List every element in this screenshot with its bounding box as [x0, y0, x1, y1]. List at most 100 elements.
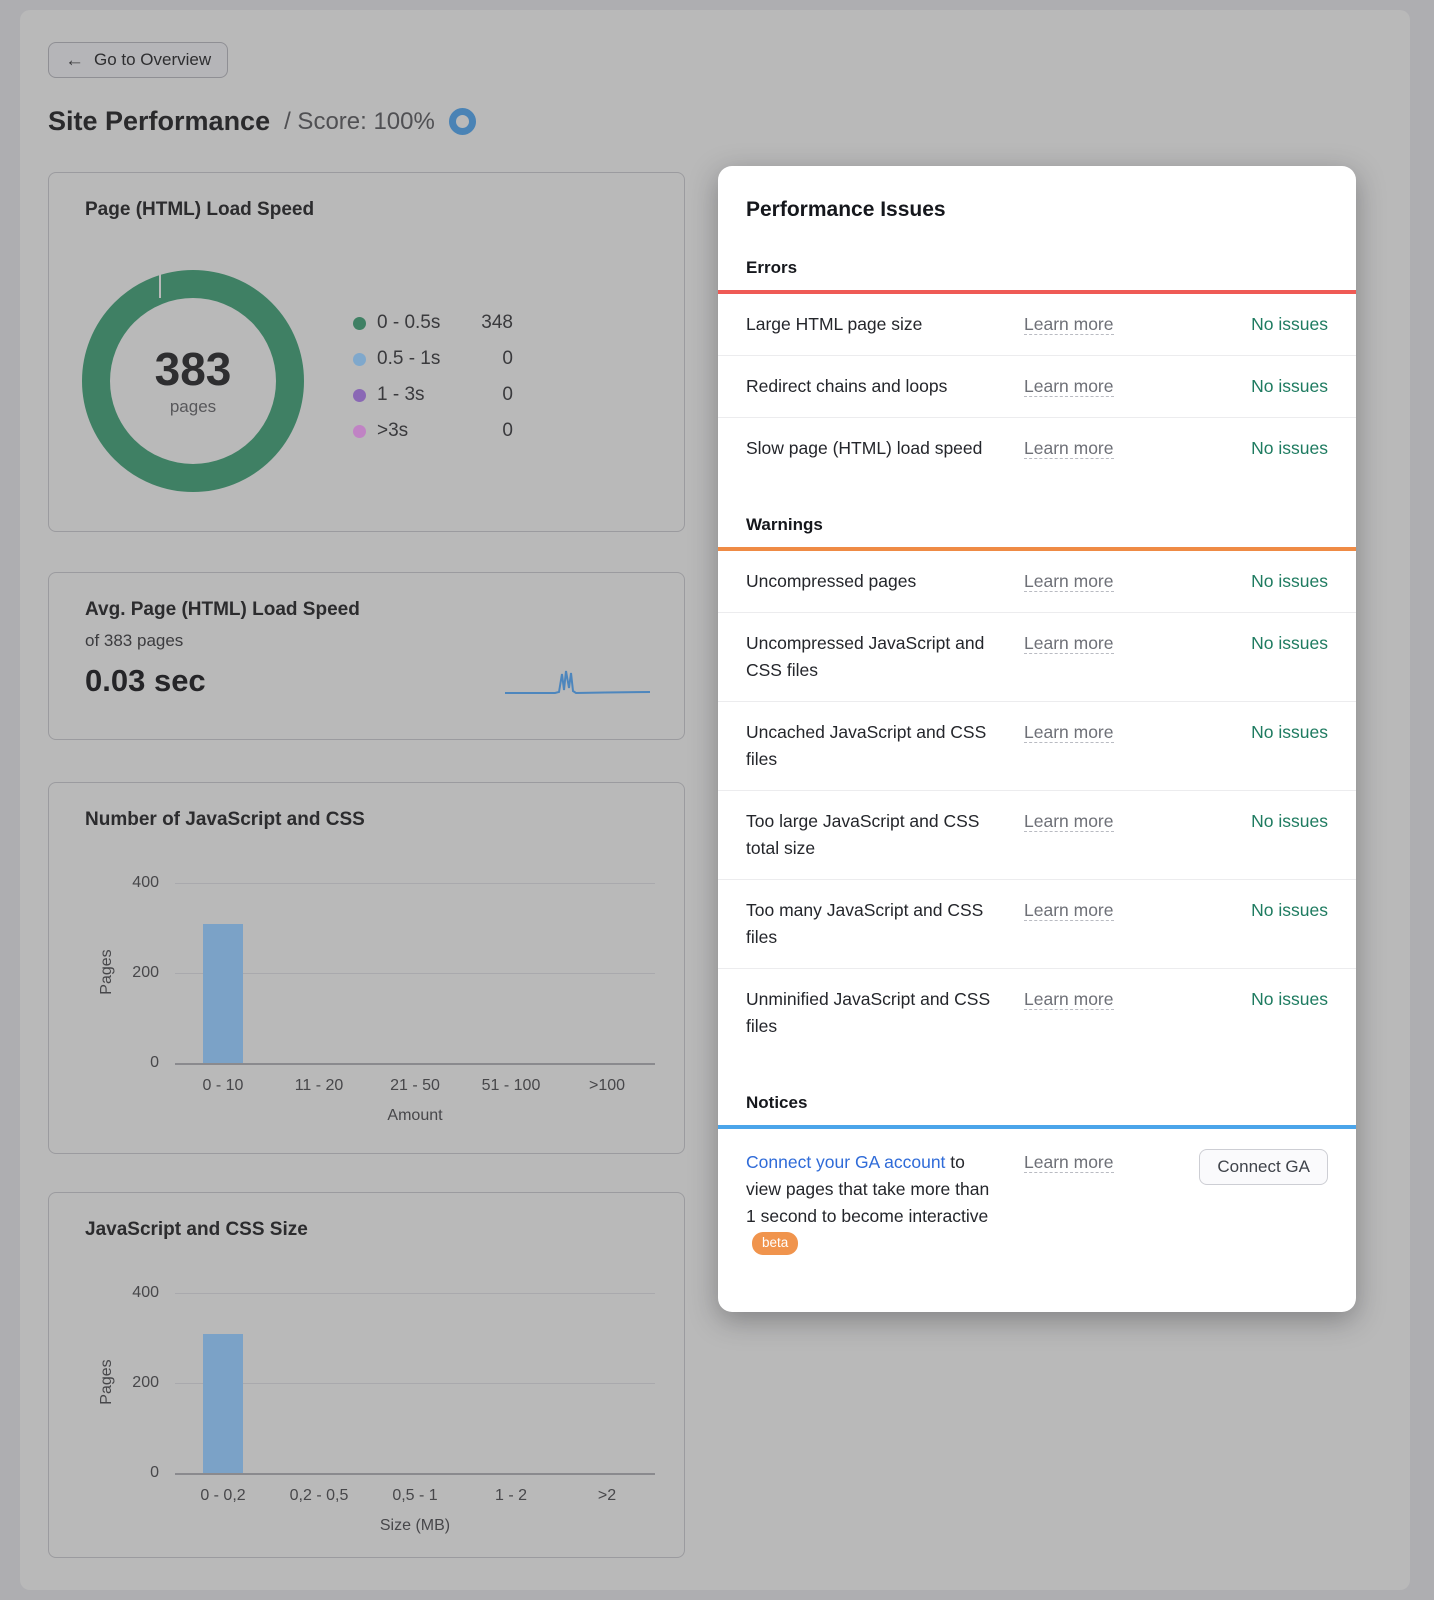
y-axis-tick: 400 — [132, 1284, 159, 1301]
legend-label: 1 - 3s — [377, 384, 425, 405]
avg-card-subtitle: of 383 pages — [85, 631, 184, 650]
js-css-size-card: JavaScript and CSS Size 0 200 400 Pages 0 - … — [48, 1192, 685, 1558]
learn-more-link[interactable]: Learn more — [1024, 811, 1114, 832]
issue-status: No issues — [1251, 314, 1328, 334]
learn-more-col: Learn more — [1024, 719, 1184, 746]
legend-dot-icon — [353, 316, 366, 330]
legend-value: 0 — [502, 348, 513, 369]
beta-badge: beta — [752, 1232, 799, 1255]
section-rows: Connect your GA account to view pages th… — [718, 1129, 1356, 1274]
legend-item: 0.5 - 1s 0 — [353, 341, 513, 377]
learn-more-col: Learn more — [1024, 373, 1184, 400]
x-axis-tick: 0 - 10 — [202, 1077, 244, 1094]
gridline — [175, 883, 655, 884]
issue-label: Uncached JavaScript and CSS files — [746, 722, 987, 769]
issue-sections: Errors Large HTML page size Learn more No i… — [718, 258, 1356, 1274]
gridline — [175, 1473, 655, 1475]
js-css-size-bar-chart: 0 200 400 Pages 0 - 0,2 0,2 - 0,5 0,5 - 1 1 - 2… — [49, 1193, 684, 1557]
legend-dot-icon — [353, 424, 366, 438]
learn-more-col: Learn more — [1024, 897, 1184, 924]
issue-status: No issues — [1251, 722, 1328, 742]
issue-status: No issues — [1251, 989, 1328, 1009]
connect-ga-link[interactable]: Connect your GA account — [746, 1152, 946, 1172]
legend-item: 1 - 3s 0 — [353, 377, 513, 413]
issue-row: Slow page (HTML) load speed Learn more No … — [718, 417, 1356, 479]
gridline — [175, 1383, 655, 1384]
legend-dot-icon — [353, 388, 366, 402]
go-to-overview-button[interactable]: ← Go to Overview — [48, 42, 229, 78]
donut-slice-divider — [159, 271, 161, 298]
y-axis-tick: 200 — [132, 964, 159, 981]
panel-title: Performance Issues — [746, 198, 946, 221]
y-axis-label: Pages — [98, 1359, 115, 1405]
issue-label: Redirect chains and loops — [746, 376, 948, 396]
learn-more-col: Learn more — [1024, 986, 1184, 1013]
page-title: Site Performance — [48, 106, 271, 136]
learn-more-col: Learn more — [1024, 1149, 1184, 1176]
y-axis-label: Pages — [98, 949, 115, 995]
load-speed-legend: 0 - 0.5s 348 0.5 - 1s 0 1 - 3s 0 >3s 0 — [353, 305, 513, 449]
learn-more-link[interactable]: Learn more — [1024, 376, 1114, 397]
section-underline — [718, 547, 1356, 551]
x-axis-tick: 1 - 2 — [494, 1487, 527, 1504]
donut-total-unit: pages — [169, 396, 217, 416]
issue-status: No issues — [1251, 438, 1328, 458]
notice-row: Connect your GA account to view pages th… — [718, 1129, 1356, 1274]
page-header: Site Performance / Score: 100% — [48, 106, 476, 137]
learn-more-col: Learn more — [1024, 808, 1184, 835]
js-css-count-bar-chart: 0 200 400 Pages 0 - 10 11 - 20 21 - 50 51 - 100… — [49, 783, 684, 1153]
x-axis-tick: 51 - 100 — [481, 1077, 541, 1094]
card-title: Page (HTML) Load Speed — [85, 199, 315, 220]
learn-more-link[interactable]: Learn more — [1024, 722, 1114, 743]
bar — [203, 923, 243, 1063]
issue-label: Too many JavaScript and CSS files — [746, 900, 984, 947]
score-ring-icon — [448, 108, 476, 135]
learn-more-link[interactable]: Learn more — [1024, 314, 1114, 335]
x-axis-tick: 0,2 - 0,5 — [289, 1487, 349, 1504]
x-axis-title: Amount — [387, 1107, 443, 1124]
learn-more-link[interactable]: Learn more — [1024, 633, 1114, 654]
learn-more-link[interactable]: Learn more — [1024, 438, 1114, 459]
x-axis-title: Size (MB) — [379, 1517, 451, 1534]
learn-more-link[interactable]: Learn more — [1024, 571, 1114, 592]
connect-ga-button[interactable]: Connect GA — [1199, 1149, 1328, 1185]
learn-more-link[interactable]: Learn more — [1024, 900, 1114, 921]
issue-label: Unminified JavaScript and CSS files — [746, 989, 991, 1036]
issue-label: Slow page (HTML) load speed — [746, 438, 983, 458]
y-axis-tick: 200 — [132, 1374, 159, 1391]
button-col: Connect GA — [1184, 1149, 1328, 1185]
avg-load-speed-value: 0.03 sec — [85, 663, 206, 698]
performance-issues-panel: Performance Issues Errors Large HTML page… — [718, 166, 1356, 1312]
js-css-count-card: Number of JavaScript and CSS 0 200 400 Page… — [48, 782, 685, 1154]
legend-value: 348 — [481, 312, 513, 333]
legend-label: 0 - 0.5s — [377, 312, 441, 333]
legend-value: 0 — [502, 420, 513, 441]
issue-status: No issues — [1251, 900, 1328, 920]
learn-more-col: Learn more — [1024, 630, 1184, 657]
learn-more-link[interactable]: Learn more — [1024, 1152, 1114, 1173]
learn-more-col: Learn more — [1024, 568, 1184, 595]
section-rows: Large HTML page size Learn more No issues R… — [718, 294, 1356, 479]
y-axis-tick: 0 — [150, 1054, 159, 1071]
section-underline — [718, 1125, 1356, 1129]
load-speed-card: Page (HTML) Load Speed 383 pages 0 - 0.5… — [48, 172, 685, 532]
y-axis-tick: 0 — [150, 1464, 159, 1481]
issue-row: Too many JavaScript and CSS files Learn m… — [718, 879, 1356, 968]
issue-row: Uncompressed pages Learn more No issues — [718, 551, 1356, 612]
card-title: Avg. Page (HTML) Load Speed — [85, 599, 360, 620]
legend-dot-icon — [353, 352, 366, 366]
legend-value: 0 — [502, 384, 513, 405]
issue-label: Uncompressed JavaScript and CSS files — [746, 633, 985, 680]
legend-label: 0.5 - 1s — [377, 348, 441, 369]
section-header-errors: Errors — [746, 258, 798, 277]
donut-center: 383 pages — [82, 270, 304, 492]
x-axis-tick: >100 — [588, 1077, 626, 1094]
section-header-notices: Notices — [746, 1093, 808, 1112]
card-title: Number of JavaScript and CSS — [85, 809, 365, 830]
card-title: JavaScript and CSS Size — [85, 1219, 308, 1240]
issue-row: Uncached JavaScript and CSS files Learn m… — [718, 701, 1356, 790]
notice-text: Connect your GA account to view pages th… — [746, 1149, 1024, 1257]
learn-more-link[interactable]: Learn more — [1024, 989, 1114, 1010]
gridline — [175, 1293, 655, 1294]
issue-label: Uncompressed pages — [746, 571, 917, 591]
